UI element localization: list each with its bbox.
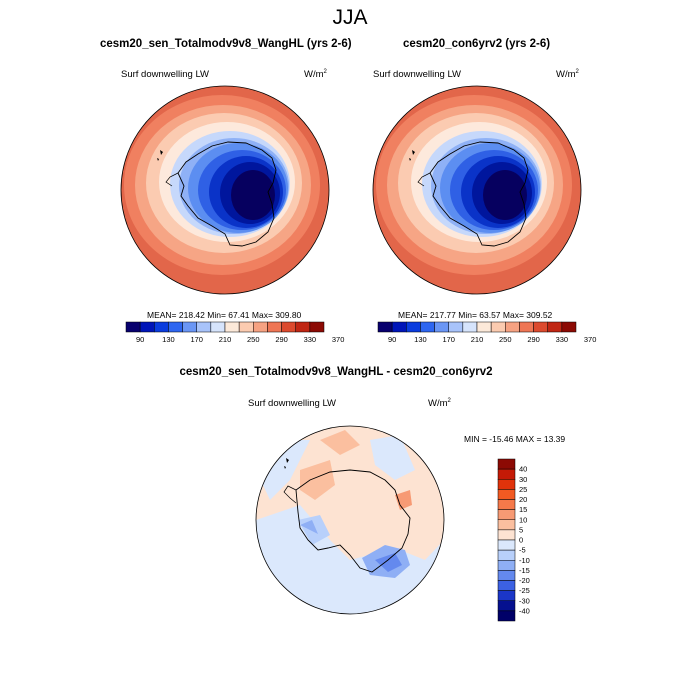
colorbar-swatch [224, 321, 240, 333]
colorbar-tick-label: 170 [190, 335, 203, 344]
colorbar-swatch [168, 321, 183, 333]
panel-1-variable: Surf downwelling LW [121, 69, 210, 80]
colorbar-swatch [497, 519, 516, 531]
colorbar-tick-label: -5 [519, 546, 526, 555]
colorbar-swatch [505, 321, 520, 333]
colorbar-swatch [497, 458, 516, 470]
panel-3-units: W/m2 [428, 398, 451, 410]
colorbar-swatch [406, 321, 421, 333]
figure-title: JJA [332, 6, 368, 29]
colorbar-swatch [497, 570, 516, 581]
panel-3-min-max: MIN = -15.46 MAX = 13.39 [464, 434, 566, 444]
colorbar-swatch [497, 600, 516, 612]
colorbar-tick-label: 5 [519, 525, 523, 534]
colorbar-tick-label: 130 [414, 335, 427, 344]
colorbar-swatch [547, 321, 563, 333]
colorbar-swatch [139, 321, 155, 333]
colorbar-tick-label: 170 [442, 335, 455, 344]
colorbar-tick-label: 15 [519, 505, 527, 514]
colorbar-tick-label: 90 [136, 335, 144, 344]
colorbar-swatch [154, 321, 169, 333]
colorbar-swatch [497, 560, 516, 571]
colorbar-tick-label: 370 [584, 335, 597, 344]
colorbar-swatch [497, 468, 516, 480]
colorbar-swatch [497, 610, 516, 622]
colorbar-swatch [497, 509, 516, 520]
colorbar-tick-label: 210 [471, 335, 484, 344]
colorbar-tick-label: 90 [388, 335, 396, 344]
colorbar-tick-label: 25 [519, 485, 527, 494]
colorbar-swatch [309, 321, 325, 333]
colorbar-swatch [490, 321, 506, 333]
colorbar-swatch [497, 580, 516, 591]
colorbar-swatch [295, 321, 311, 333]
colorbar-swatch [267, 321, 282, 333]
panel-3-title: cesm20_sen_Totalmodv9v8_WangHL - cesm20_… [179, 366, 493, 378]
colorbar-swatch [497, 539, 516, 551]
colorbar-tick-label: 330 [304, 335, 317, 344]
panel-1-title: cesm20_sen_Totalmodv9v8_WangHL (yrs 2-6) [100, 38, 352, 50]
colorbar-swatch [497, 549, 516, 561]
colorbar-tick-label: 10 [519, 515, 527, 524]
colorbar-tick-label: 290 [527, 335, 540, 344]
map-right [372, 85, 582, 295]
colorbar-swatch [377, 321, 393, 333]
colorbar-swatch [497, 479, 516, 490]
colorbar-swatch [448, 321, 464, 333]
colorbar-tick-label: 130 [162, 335, 175, 344]
panel-1-units: W/m2 [304, 69, 327, 81]
colorbar-tick-label: 40 [519, 465, 527, 474]
colorbar-tick-label: 30 [519, 475, 527, 484]
panel-1-stats: MEAN= 218.42 Min= 67.41 Max= 309.80 [147, 310, 302, 320]
colorbar-swatch [434, 321, 449, 333]
map-difference [255, 425, 445, 615]
colorbar-tick-label: 330 [556, 335, 569, 344]
panel-3-variable: Surf downwelling LW [248, 398, 337, 409]
colorbar-right: 90 130 170 210 250 290 330 370 [377, 321, 597, 344]
panel-2-variable: Surf downwelling LW [373, 69, 462, 80]
colorbar-swatch [391, 321, 407, 333]
colorbar-swatch [462, 321, 478, 333]
map-left [120, 85, 330, 295]
panel-2-units: W/m2 [556, 69, 579, 81]
colorbar-tick-label: 370 [332, 335, 345, 344]
colorbar-swatch [533, 321, 548, 333]
colorbar-tick-label: -20 [519, 576, 530, 585]
colorbar-swatch [519, 321, 534, 333]
colorbar-tick-label: -40 [519, 606, 530, 615]
colorbar-tick-label: 290 [275, 335, 288, 344]
panel-2-stats: MEAN= 217.77 Min= 63.57 Max= 309.52 [398, 310, 553, 320]
colorbar-tick-label: 210 [219, 335, 232, 344]
colorbar-swatch [497, 590, 516, 601]
colorbar-tick-label: -25 [519, 586, 530, 595]
colorbar-swatch [196, 321, 212, 333]
colorbar-swatch [253, 321, 268, 333]
colorbar-swatch [182, 321, 197, 333]
colorbar-swatch [561, 321, 577, 333]
colorbar-tick-label: 250 [247, 335, 260, 344]
colorbar-tick-label: 250 [499, 335, 512, 344]
colorbar-swatch [497, 529, 516, 541]
colorbar-tick-label: -10 [519, 556, 530, 565]
colorbar-swatch [420, 321, 435, 333]
colorbar-tick-label: 0 [519, 536, 523, 545]
colorbar-tick-label: -30 [519, 596, 530, 605]
colorbar-tick-label: 20 [519, 495, 527, 504]
colorbar-swatch [210, 321, 226, 333]
colorbar-tick-label: -15 [519, 566, 530, 575]
colorbar-swatch [238, 321, 254, 333]
colorbar-swatch [281, 321, 296, 333]
colorbar-swatch [497, 489, 516, 500]
colorbar-swatch [476, 321, 492, 333]
colorbar-swatch [125, 321, 141, 333]
panel-2-title: cesm20_con6yrv2 (yrs 2-6) [403, 38, 551, 50]
colorbar-left: 90 130 170 210 250 290 330 370 [125, 321, 345, 344]
colorbar-swatch [497, 499, 516, 510]
